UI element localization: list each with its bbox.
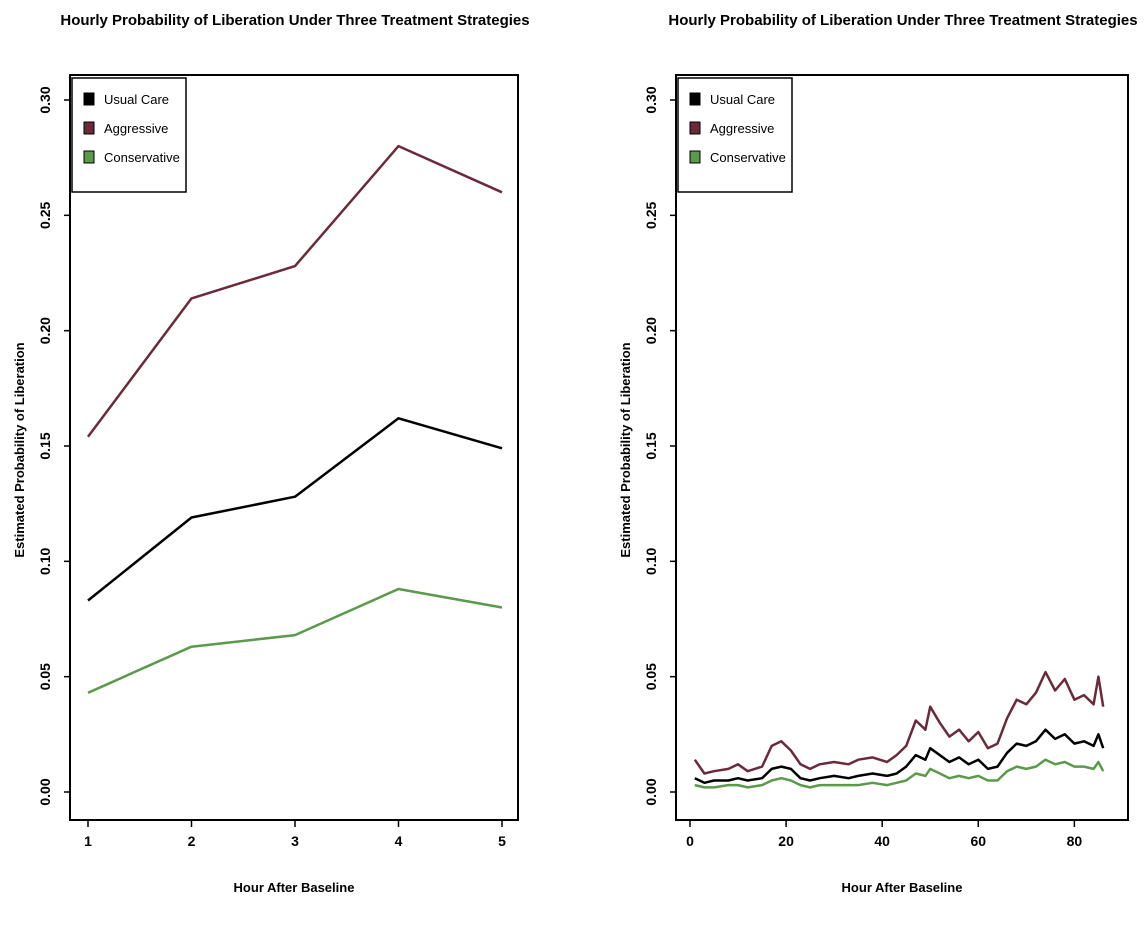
x-tick-label: 2 (188, 833, 196, 849)
legend-label: Usual Care (104, 92, 169, 107)
y-tick-label: 0.00 (37, 778, 53, 805)
legend: Usual Care Aggressive Conservative (71, 77, 187, 193)
series-line-conservative (694, 758, 1105, 789)
chart-title: Hourly Probability of Liberation Under T… (60, 12, 529, 29)
legend-label: Usual Care (710, 92, 775, 107)
x-tick-label: 80 (1067, 833, 1083, 849)
series-line-aggressive (86, 144, 503, 438)
legend-label: Conservative (710, 150, 786, 165)
legend-label: Aggressive (104, 121, 168, 136)
y-tick-label: 0.30 (643, 86, 659, 113)
y-tick-label: 0.00 (643, 778, 659, 805)
x-tick-label: 1 (84, 833, 92, 849)
right-plot-panel: Hourly Probability of Liberation Under T… (618, 12, 1138, 895)
left-plot-panel: Hourly Probability of Liberation Under T… (12, 12, 530, 895)
y-tick-label: 0.05 (37, 663, 53, 690)
legend-swatch (689, 121, 701, 135)
legend: Usual Care Aggressive Conservative (677, 77, 793, 193)
x-tick-label: 3 (291, 833, 299, 849)
x-tick-label: 4 (395, 833, 403, 849)
legend-label: Conservative (104, 150, 180, 165)
legend-swatch (689, 150, 701, 164)
legend-swatch (83, 150, 95, 164)
series-line-aggressive (693, 670, 1105, 775)
y-tick-label: 0.15 (37, 432, 53, 459)
y-tick-label: 0.15 (643, 432, 659, 459)
x-axis-label: Hour After Baseline (842, 880, 963, 895)
y-tick-label: 0.25 (37, 201, 53, 228)
legend-swatch (83, 121, 95, 135)
y-axis-label: Estimated Probability of Liberation (618, 342, 633, 557)
chart-title: Hourly Probability of Liberation Under T… (668, 12, 1137, 29)
plot-frame (69, 74, 519, 821)
legend-swatch (83, 92, 95, 106)
y-axis-label: Estimated Probability of Liberation (12, 342, 27, 557)
x-tick-label: 20 (778, 833, 794, 849)
series-line-usual-care (87, 417, 503, 602)
y-tick-label: 0.05 (643, 663, 659, 690)
series-line-conservative (87, 587, 503, 694)
y-tick-label: 0.10 (643, 547, 659, 574)
plot-frame (675, 74, 1129, 821)
legend-label: Aggressive (710, 121, 774, 136)
x-tick-label: 60 (970, 833, 986, 849)
y-tick-label: 0.10 (37, 547, 53, 574)
y-tick-label: 0.20 (643, 317, 659, 344)
legend-swatch (689, 92, 701, 106)
x-axis-label: Hour After Baseline (234, 880, 355, 895)
y-tick-label: 0.30 (37, 86, 53, 113)
y-tick-label: 0.20 (37, 317, 53, 344)
x-tick-label: 5 (498, 833, 506, 849)
y-tick-label: 0.25 (643, 201, 659, 228)
x-tick-label: 0 (686, 833, 694, 849)
x-tick-label: 40 (874, 833, 890, 849)
series-line-usual-care (694, 728, 1105, 785)
